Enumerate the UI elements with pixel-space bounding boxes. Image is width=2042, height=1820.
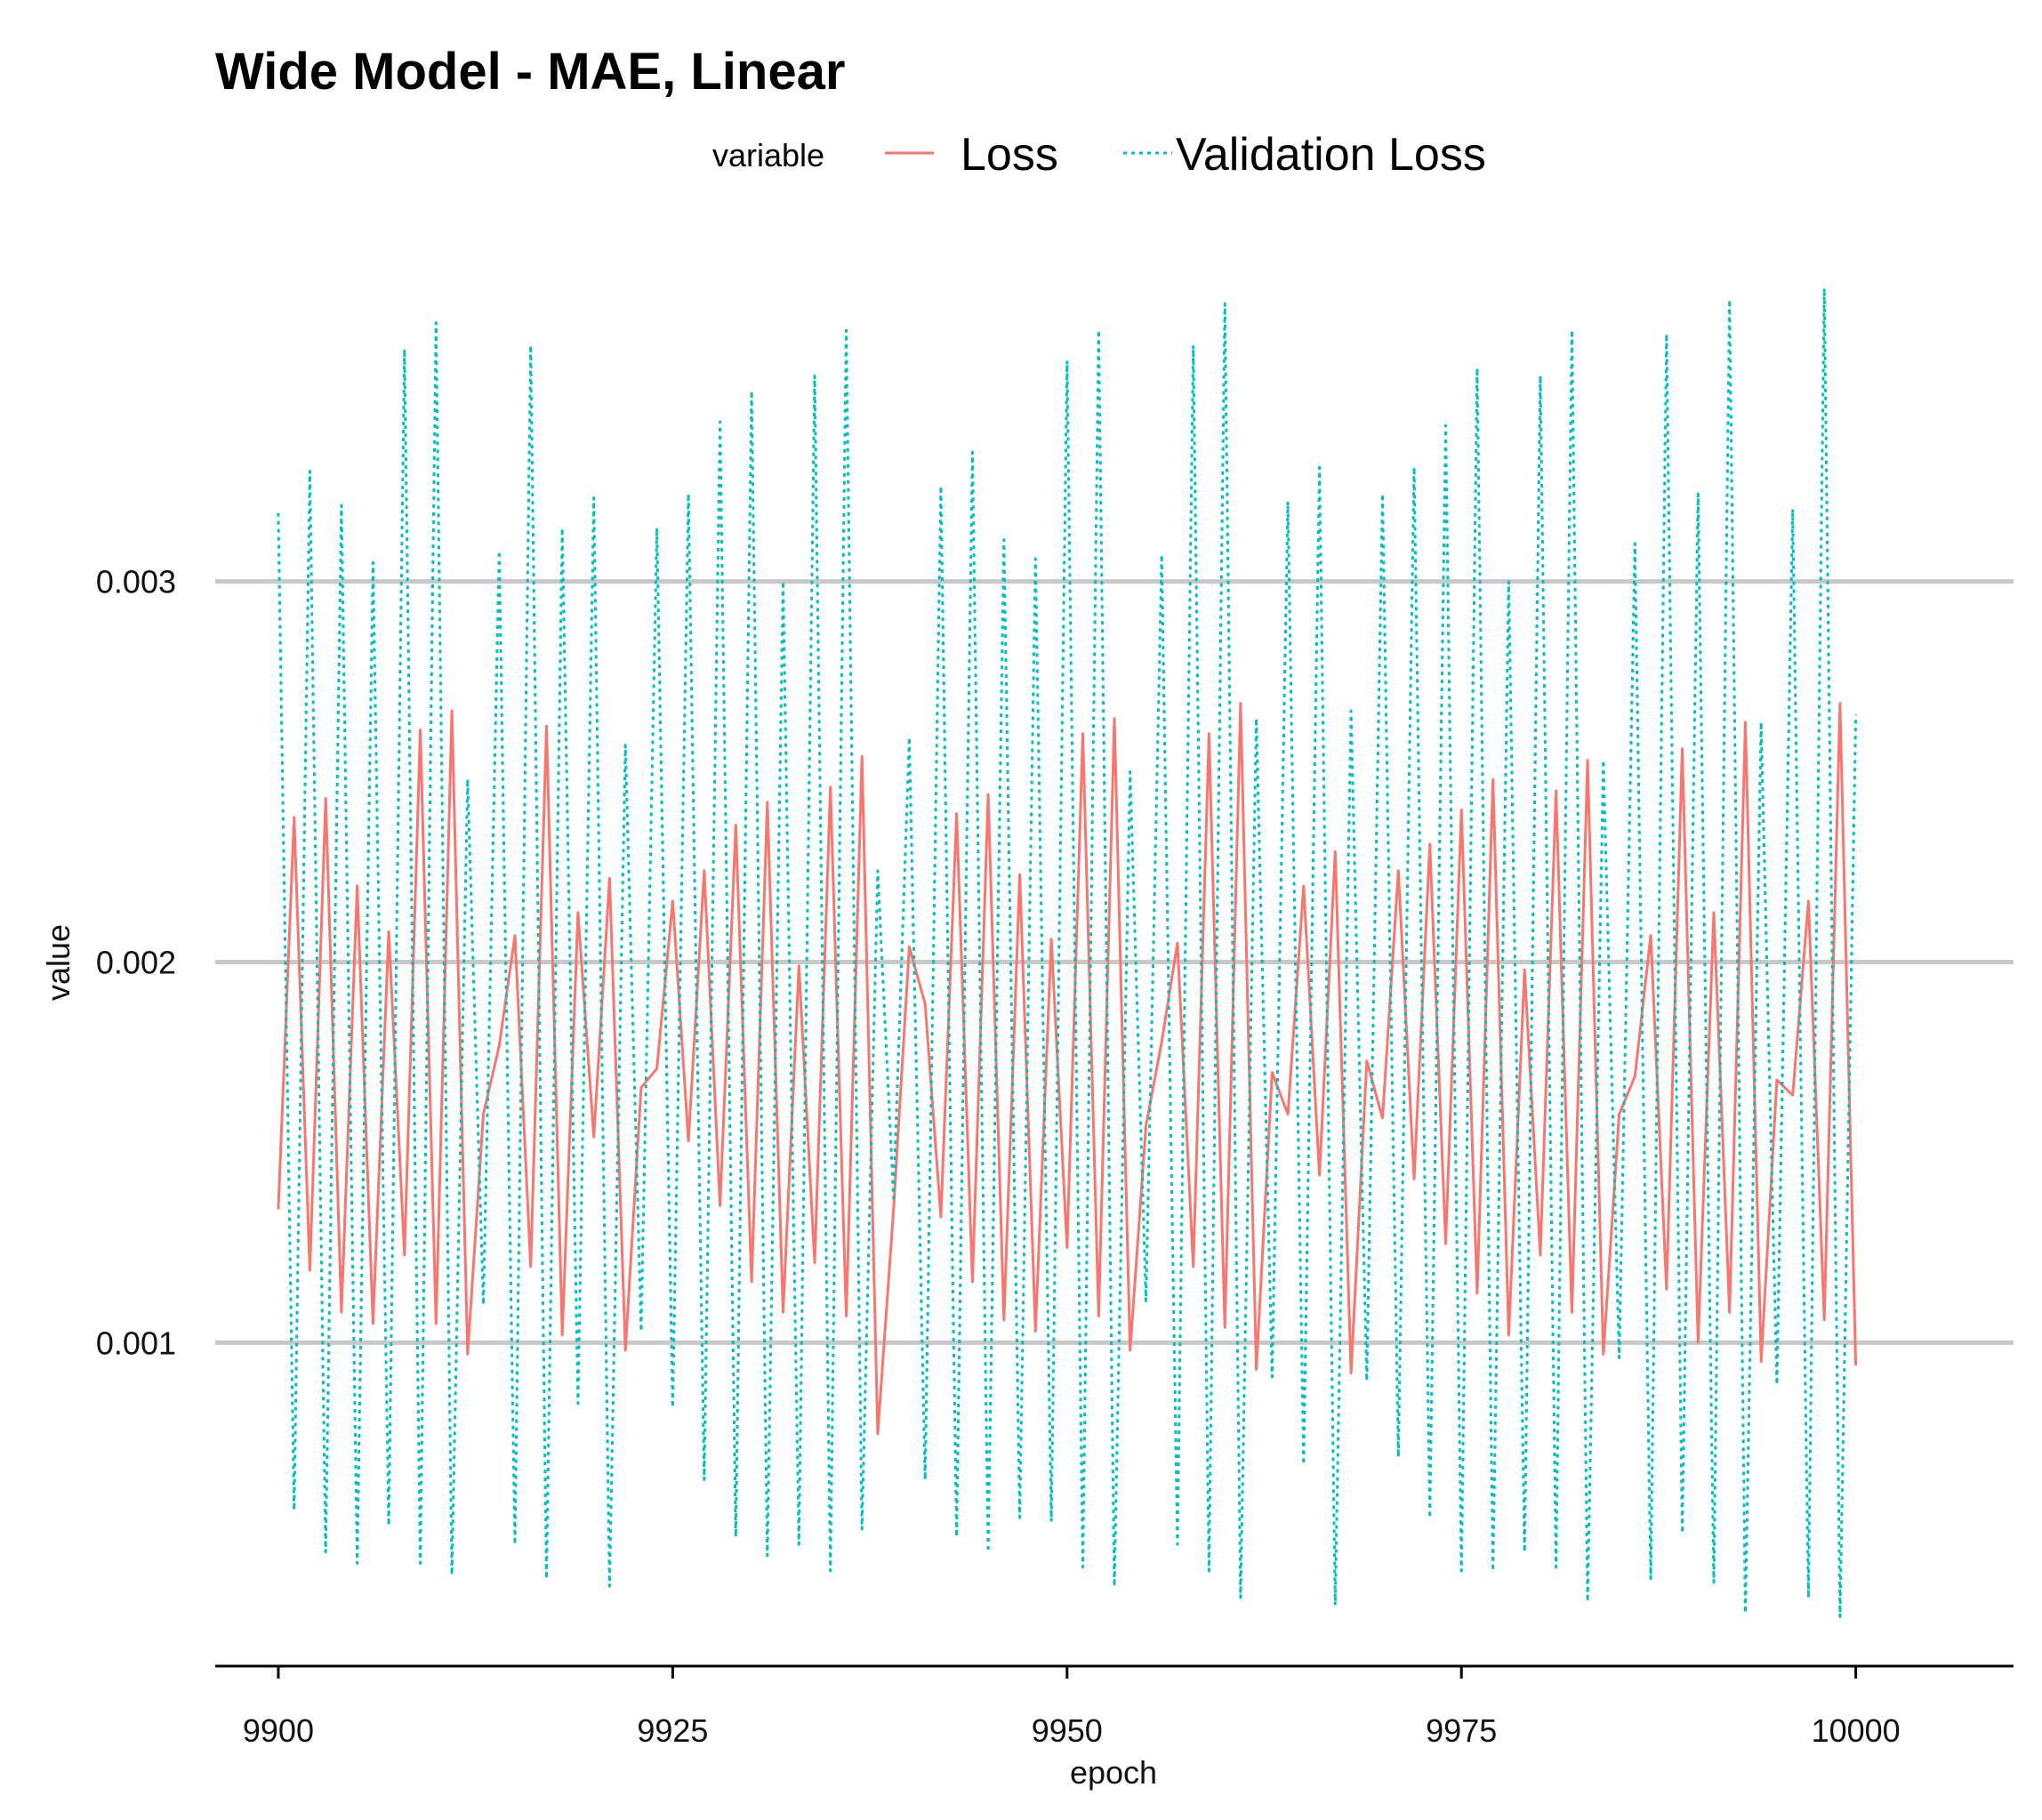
y-axis-ticks: 0.001 0.002 0.003 — [96, 564, 176, 1362]
series-loss-line — [277, 702, 1858, 1436]
legend-title: variable — [712, 137, 824, 173]
series-layer — [277, 286, 1858, 1618]
x-tick-label: 9975 — [1426, 1712, 1497, 1749]
y-tick-label: 0.001 — [96, 1325, 176, 1361]
x-tick-label: 9950 — [1032, 1712, 1103, 1749]
x-axis-ticks: 9900 9925 9950 9975 10000 — [243, 1666, 1901, 1749]
x-axis-title: epoch — [1070, 1754, 1157, 1791]
legend-label-validation-loss: Validation Loss — [1176, 129, 1486, 181]
x-tick-label: 9925 — [637, 1712, 708, 1749]
chart-title: Wide Model - MAE, Linear — [215, 43, 845, 101]
x-tick-label: 10000 — [1812, 1712, 1901, 1749]
x-tick-label: 9900 — [243, 1712, 314, 1749]
legend-label-loss: Loss — [961, 129, 1058, 181]
series-validation-loss-line — [277, 286, 1858, 1618]
y-tick-label: 0.003 — [96, 564, 176, 600]
y-axis-title: value — [40, 924, 76, 1001]
legend: variable Loss Validation Loss — [712, 129, 1486, 181]
y-tick-label: 0.002 — [96, 945, 176, 981]
